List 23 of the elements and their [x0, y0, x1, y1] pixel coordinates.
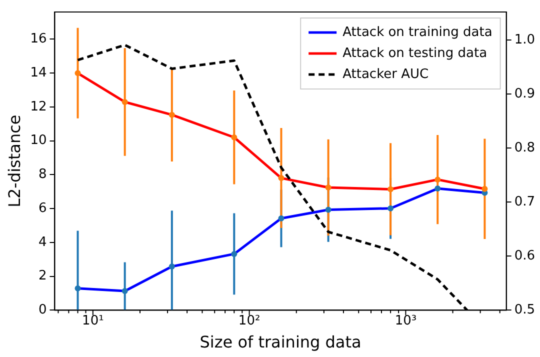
y2-tick-label: 0.8 — [514, 140, 536, 156]
y2-tick-label: 0.6 — [514, 248, 536, 264]
y2-tick-label: 1.0 — [514, 32, 536, 48]
y-tick-label: 12 — [30, 99, 47, 114]
y-tick-label: 4 — [38, 234, 47, 250]
y-tick-label: 14 — [30, 65, 47, 80]
x-axis-title: Size of training data — [200, 332, 362, 352]
y-tick-label: 10 — [30, 133, 47, 148]
legend-label: Attack on testing data — [342, 46, 488, 61]
y2-tick-label: 0.7 — [514, 194, 536, 210]
legend-label: Attacker AUC — [342, 66, 429, 82]
x-tick-label: 10² — [238, 313, 260, 328]
legend-label: Attack on training data — [342, 24, 492, 40]
y-tick-label: 16 — [30, 31, 47, 46]
y-tick-label: 6 — [38, 200, 47, 216]
y-axis-title: L2-distance — [4, 114, 24, 208]
x-tick-label: 10³ — [394, 313, 417, 328]
x-tick-label: 10¹ — [82, 313, 104, 328]
y2-tick-label: 0.5 — [514, 302, 536, 318]
y-tick-label: 8 — [38, 167, 47, 182]
y2-tick-label: 0.9 — [514, 86, 536, 102]
y-tick-label: 0 — [38, 302, 47, 318]
y-tick-label: 2 — [38, 268, 47, 284]
